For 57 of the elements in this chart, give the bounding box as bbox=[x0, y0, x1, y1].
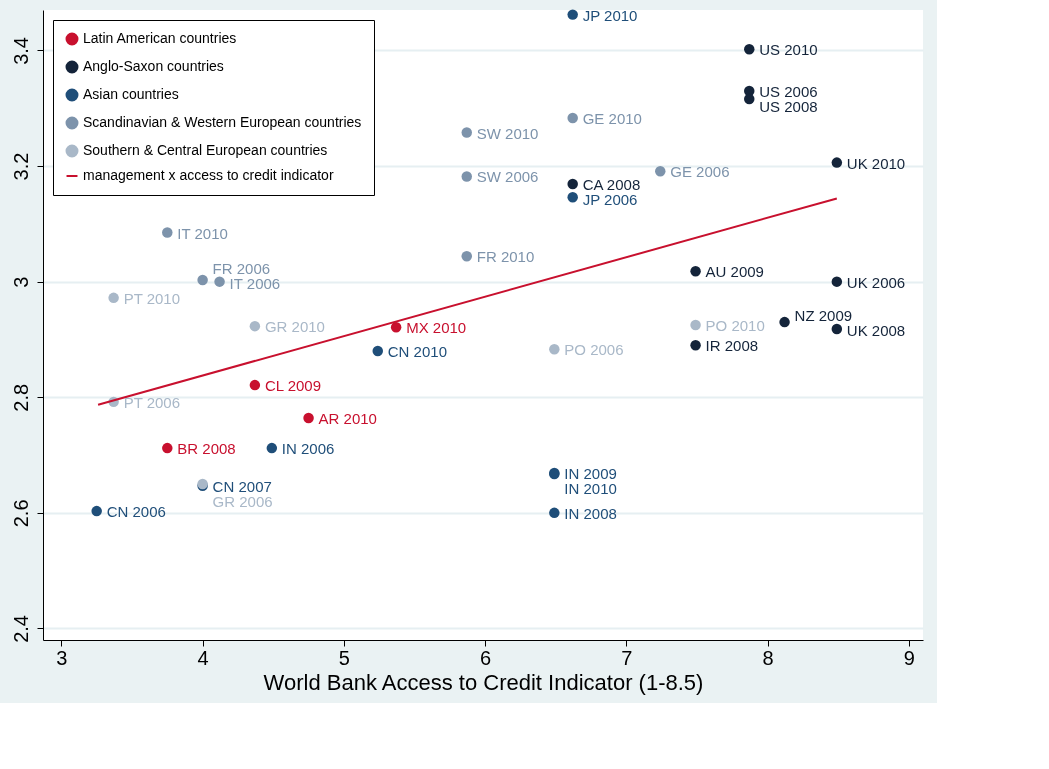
x-tick-label: 9 bbox=[903, 646, 915, 669]
annotation: IN 2008 bbox=[564, 504, 617, 522]
annotation: CN 2006 bbox=[106, 503, 166, 521]
annotation: CN 2007 bbox=[212, 477, 272, 495]
annotation: AU 2009 bbox=[705, 263, 764, 281]
legend-label: Latin American countries bbox=[83, 30, 237, 46]
annotation: BR 2008 bbox=[177, 440, 236, 458]
annotation: IN 2006 bbox=[281, 440, 335, 458]
y-tick-label: 2.6 bbox=[9, 499, 32, 528]
annotation: UK 2010 bbox=[846, 154, 906, 172]
legend-label: Southern & Central European countries bbox=[83, 142, 328, 158]
annotation: PO 2010 bbox=[705, 317, 765, 334]
annotation: PO 2006 bbox=[564, 341, 624, 359]
y-tick-label: 3.4 bbox=[9, 37, 32, 65]
annotation: JP 2010 bbox=[582, 6, 638, 24]
annotation: IT 2010 bbox=[177, 224, 228, 242]
annotation: US 2006 bbox=[759, 82, 818, 100]
x-tick-label: 8 bbox=[762, 646, 774, 669]
annotation: IN 2010 bbox=[564, 479, 617, 497]
annotation: UK 2008 bbox=[846, 322, 906, 340]
x-tick-label: 3 bbox=[56, 646, 68, 669]
legend-label: management x access to credit indicator bbox=[83, 167, 334, 183]
legend-label: Asian countries bbox=[83, 86, 179, 102]
annotation: CN 2010 bbox=[387, 343, 447, 361]
annotation: SW 2010 bbox=[476, 124, 539, 142]
legend-label: Scandinavian & Western European countries bbox=[83, 114, 362, 130]
annotation: PT 2010 bbox=[123, 289, 181, 307]
annotation: SW 2006 bbox=[476, 168, 539, 186]
annotation: NZ 2009 bbox=[794, 307, 853, 325]
y-tick-label: 3 bbox=[9, 276, 32, 288]
annotation: GR 2010 bbox=[264, 318, 325, 336]
x-tick-label: 6 bbox=[480, 646, 492, 669]
y-tick-label: 2.4 bbox=[9, 615, 32, 643]
annotation: JP 2006 bbox=[582, 190, 638, 208]
annotation: FR 2006 bbox=[212, 259, 271, 277]
x-axis-title: World Bank Access to Credit Indicator (1-8.5) bbox=[263, 669, 704, 695]
annotation: FR 2010 bbox=[476, 248, 535, 266]
annotation: GE 2010 bbox=[582, 110, 642, 128]
annotation: GE 2006 bbox=[670, 163, 730, 181]
annotation: IT 2006 bbox=[229, 274, 281, 292]
annotation: GR 2006 bbox=[212, 492, 273, 510]
annotation: AR 2010 bbox=[318, 410, 377, 428]
annotation: PT 2006 bbox=[123, 393, 181, 411]
annotation: UK 2006 bbox=[846, 273, 906, 291]
annotation: IR 2008 bbox=[705, 337, 759, 355]
x-tick-label: 5 bbox=[338, 646, 350, 669]
annotation: US 2008 bbox=[759, 97, 818, 115]
annotation: CA 2008 bbox=[582, 175, 641, 193]
annotation: IN 2009 bbox=[564, 464, 617, 482]
annotation: MX 2010 bbox=[406, 319, 467, 337]
y-tick-label: 3.2 bbox=[9, 152, 32, 181]
x-tick-label: 7 bbox=[621, 646, 633, 669]
annotation: US 2010 bbox=[759, 41, 818, 59]
y-tick-label: 2.8 bbox=[9, 383, 32, 412]
annotation: CL 2009 bbox=[264, 377, 322, 395]
x-tick-label: 4 bbox=[197, 646, 209, 669]
legend-label: Anglo-Saxon countries bbox=[83, 58, 224, 74]
